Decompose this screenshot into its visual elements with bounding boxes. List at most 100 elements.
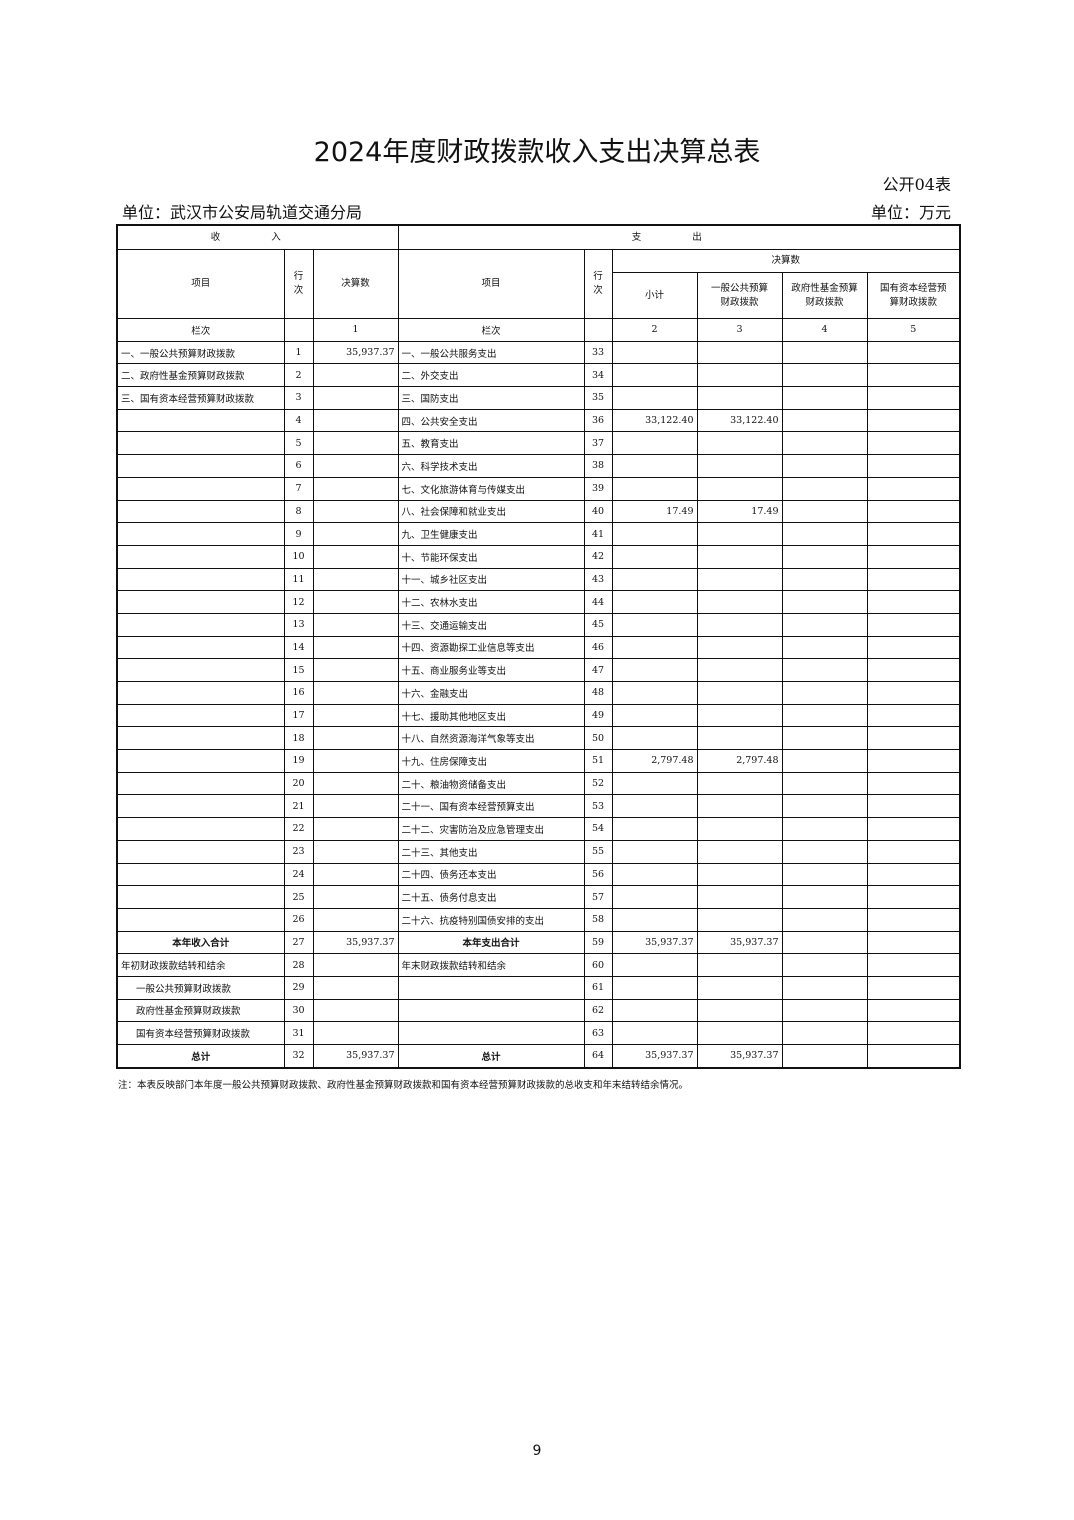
table-cell: 35,937.37 (696, 1043, 783, 1069)
column-header: 决算数 (312, 249, 399, 319)
table-cell (781, 862, 868, 887)
table-cell (312, 590, 399, 614)
table-cell (312, 544, 399, 569)
table-cell (116, 839, 285, 864)
table-cell: 16 (283, 681, 314, 705)
table-cell: 二十三、其他支出 (397, 839, 585, 864)
table-row: 本年收入合计 27 35,937.37 本年支出合计 59 35,937.37 35,937… (116, 930, 961, 955)
table-cell (611, 817, 698, 841)
table-row: 总计 32 35,937.37 总计 64 35,937.37 35,937.37 (116, 1043, 961, 1069)
table-cell (312, 386, 399, 410)
table-cell (781, 363, 868, 388)
table-row: 一般公共预算财政拨款 29 61 (116, 975, 961, 1000)
table-cell (866, 431, 961, 456)
table-cell: 53 (583, 794, 613, 819)
table-cell (312, 839, 399, 864)
table-cell (781, 817, 868, 841)
table-cell: 34 (583, 363, 613, 388)
table-cell (696, 975, 783, 1000)
table-cell: 4 (283, 408, 314, 433)
table-cell (696, 544, 783, 569)
table-cell (116, 681, 285, 705)
table-cell (866, 885, 961, 909)
table-cell: 58 (583, 907, 613, 932)
table-cell (116, 590, 285, 614)
table-cell: 8 (283, 499, 314, 524)
table-cell: 50 (583, 726, 613, 751)
table-cell: 46 (583, 635, 613, 660)
table-cell: 15 (283, 658, 314, 682)
table-cell (397, 975, 585, 1000)
table-cell (866, 340, 961, 365)
table-cell (611, 681, 698, 705)
table-cell: 栏次 (397, 318, 585, 342)
table-cell: 十一、城乡社区支出 (397, 567, 585, 592)
table-cell: 年末财政拨款结转和结余 (397, 953, 585, 977)
table-cell (781, 907, 868, 932)
table-cell (781, 408, 868, 433)
organization: 单位：武汉市公安局轨道交通分局 (122, 203, 363, 222)
table-cell: 33 (583, 340, 613, 365)
table-cell (866, 499, 961, 524)
table-row: 18 十八、自然资源海洋气象等支出 50 (116, 726, 961, 751)
table-cell: 23 (283, 839, 314, 864)
table-cell (116, 476, 285, 501)
table-cell: 八、社会保障和就业支出 (397, 499, 585, 524)
table-cell (312, 726, 399, 751)
table-cell: 总计 (397, 1043, 585, 1069)
table-cell (781, 386, 868, 410)
table-cell: 四、公共安全支出 (397, 408, 585, 433)
table-cell: 17 (283, 703, 314, 728)
table-cell (696, 817, 783, 841)
table-cell (116, 454, 285, 478)
table-cell: 64 (583, 1043, 613, 1069)
table-cell (611, 454, 698, 478)
table-cell: 11 (283, 567, 314, 592)
table-cell (781, 1043, 868, 1069)
table-cell (696, 522, 783, 546)
table-row: 23 二十三、其他支出 55 (116, 839, 961, 864)
table-cell: 7 (283, 476, 314, 501)
table-cell (866, 726, 961, 751)
header-row: 小计 一般公共预算财政拨款 政府性基金预算财政拨款 国有资本经营预算财政拨款 (117, 272, 961, 319)
table-cell (116, 635, 285, 660)
table-cell (696, 567, 783, 592)
table-cell (312, 975, 399, 1000)
table-cell (116, 771, 285, 796)
table-cell: 本年支出合计 (397, 930, 585, 955)
table-cell: 38 (583, 454, 613, 478)
table-cell (781, 726, 868, 751)
table-cell (866, 544, 961, 569)
table-cell (866, 681, 961, 705)
table-cell (611, 703, 698, 728)
table-cell (696, 681, 783, 705)
table-cell (611, 839, 698, 864)
table-cell (116, 885, 285, 909)
table-cell (611, 998, 698, 1023)
table-cell: 33,122.40 (696, 408, 783, 433)
table-cell: 二、外交支出 (397, 363, 585, 388)
table-cell (781, 567, 868, 592)
table-cell (696, 386, 783, 410)
table-cell (611, 431, 698, 456)
table-cell (781, 749, 868, 773)
table-cell (781, 771, 868, 796)
table-cell (611, 658, 698, 682)
table-cell (611, 567, 698, 592)
table-cell: 5 (283, 431, 314, 456)
table-cell (781, 885, 868, 909)
table-cell: 十九、住房保障支出 (397, 749, 585, 773)
table-cell: 十五、商业服务业等支出 (397, 658, 585, 682)
table-row: 17 十七、援助其他地区支出 49 (116, 703, 961, 728)
table-row: 一、一般公共预算财政拨款 1 35,937.37 一、一般公共服务支出 33 (116, 340, 961, 365)
column-header: 项目 (397, 249, 585, 319)
table-cell: 13 (283, 612, 314, 637)
table-cell (611, 953, 698, 977)
table-cell: 二十、粮油物资储备支出 (397, 771, 585, 796)
table-row: 4 四、公共安全支出 36 33,122.40 33,122.40 (116, 408, 961, 433)
table-cell (397, 998, 585, 1023)
table-cell (312, 817, 399, 841)
table-cell: 总计 (116, 1043, 285, 1069)
table-cell (781, 953, 868, 977)
